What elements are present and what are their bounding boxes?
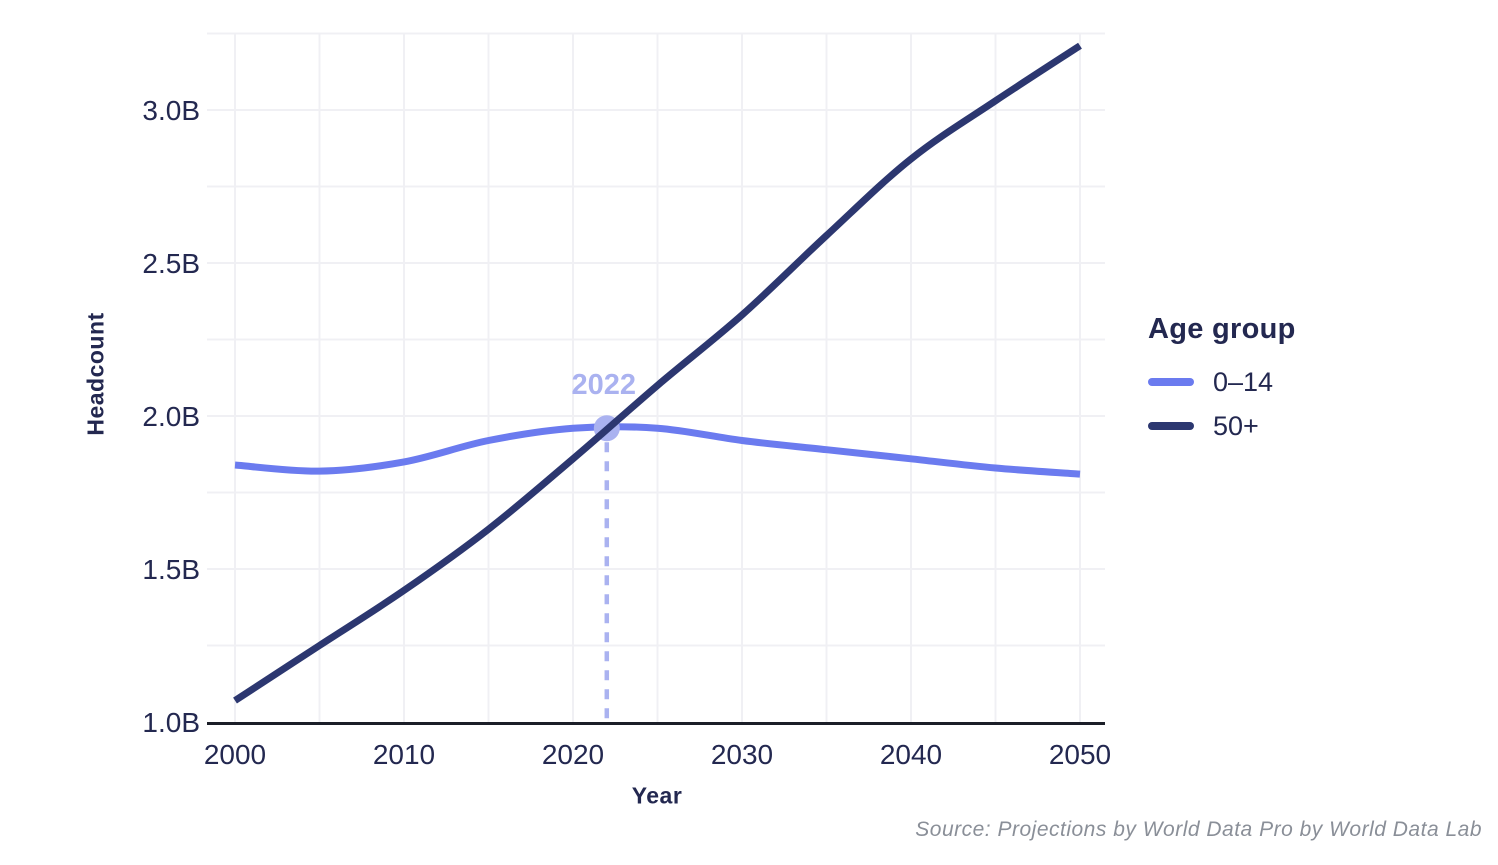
legend-label-50-plus: 50+ bbox=[1213, 410, 1259, 441]
x-tick-label: 2040 bbox=[880, 739, 942, 770]
legend-swatch-0-14-icon bbox=[1148, 378, 1194, 386]
x-tick-label: 2000 bbox=[204, 739, 266, 770]
y-tick-label: 2.5B bbox=[142, 248, 200, 279]
x-tick-label: 2010 bbox=[373, 739, 435, 770]
y-tick-label: 1.0B bbox=[142, 707, 200, 738]
legend: Age group 0–14 50+ bbox=[1148, 313, 1296, 441]
source-note: Source: Projections by World Data Pro by… bbox=[915, 818, 1482, 841]
y-tick-label: 2.0B bbox=[142, 401, 200, 432]
x-tick-label: 2030 bbox=[711, 739, 773, 770]
x-tick-label: 2020 bbox=[542, 739, 604, 770]
y-tick-label: 3.0B bbox=[142, 95, 200, 126]
y-tick-label: 1.5B bbox=[142, 554, 200, 585]
legend-title: Age group bbox=[1148, 313, 1296, 345]
series-line-0-14 bbox=[234, 423, 1081, 478]
legend-item-0-14: 0–14 bbox=[1148, 366, 1296, 397]
x-axis-title: Year bbox=[631, 782, 683, 809]
legend-swatch-50-plus-icon bbox=[1148, 422, 1194, 430]
x-tick-label: 2050 bbox=[1049, 739, 1111, 770]
legend-label-0-14: 0–14 bbox=[1213, 366, 1274, 397]
y-axis-title: Headcount bbox=[82, 312, 109, 436]
legend-item-50-plus: 50+ bbox=[1148, 410, 1296, 441]
series-line-50-plus bbox=[233, 42, 1082, 704]
annotation-label: 2022 bbox=[572, 369, 637, 401]
